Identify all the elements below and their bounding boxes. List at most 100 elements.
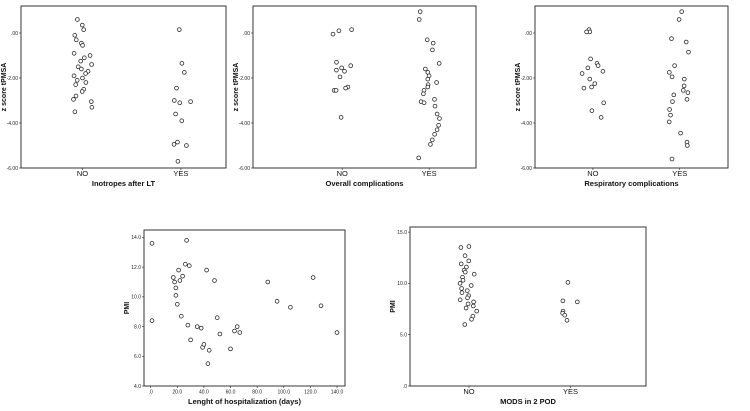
- data-point: [458, 261, 464, 267]
- data-point: [217, 331, 223, 337]
- data-point: [592, 81, 598, 86]
- y-tick-label: 5.0: [400, 333, 407, 339]
- data-point: [595, 63, 601, 68]
- x-category-label: YES: [422, 169, 437, 178]
- chart-panel-5: 15.0 10.0 5.0 .0 PMI MODS in 2 POD NO YES: [390, 226, 647, 406]
- chart-panel-2: .00 -2.00 -4.00 -6.00 z score tPMSA Overall c…: [233, 5, 477, 188]
- data-point: [462, 322, 468, 327]
- data-point: [342, 69, 347, 74]
- data-point: [334, 67, 339, 73]
- data-point: [89, 105, 95, 110]
- data-point: [423, 66, 428, 72]
- data-point: [465, 301, 471, 307]
- data-point: [188, 99, 193, 104]
- y-tick-label: 12.0: [131, 265, 141, 271]
- data-point: [459, 286, 464, 291]
- data-point: [182, 70, 187, 75]
- data-point: [343, 85, 348, 91]
- data-point: [672, 63, 677, 68]
- data-point: [601, 100, 606, 106]
- y-tick-label: -4.00: [7, 121, 19, 127]
- y-axis-label: z score tPMSA: [1, 63, 8, 112]
- y-tick-label: -6.00: [239, 166, 251, 172]
- data-point: [188, 337, 193, 343]
- data-point: [669, 36, 674, 41]
- data-point: [681, 83, 687, 89]
- y-tick-label: -6.00: [7, 166, 19, 172]
- data-point: [75, 64, 81, 70]
- data-point: [685, 143, 690, 148]
- data-point: [466, 244, 472, 249]
- data-point: [667, 107, 672, 112]
- x-axis-label: MODS in 2 POD: [500, 397, 556, 406]
- data-point: [678, 130, 683, 136]
- data-point: [349, 27, 354, 32]
- data-point: [171, 275, 176, 280]
- data-point: [432, 97, 437, 102]
- data-point: [428, 142, 433, 147]
- data-point: [457, 297, 463, 303]
- data-point: [336, 28, 342, 34]
- data-point: [417, 9, 423, 14]
- data-point: [173, 111, 178, 117]
- data-point: [684, 97, 690, 102]
- data-point: [669, 156, 675, 162]
- data-point: [681, 88, 686, 93]
- data-point: [184, 238, 189, 243]
- x-category-label: YES: [672, 169, 687, 178]
- chart-panel-4: 14.0 12.0 10.0 8.0 6.0 4.0 PMI Lenght of hospit…: [124, 229, 346, 406]
- data-point: [71, 97, 76, 102]
- x-category-label: NO: [337, 169, 348, 178]
- data-point: [172, 279, 177, 285]
- data-point: [588, 56, 593, 62]
- data-point: [149, 318, 155, 323]
- data-point: [560, 298, 566, 304]
- x-category-label: YES: [173, 169, 188, 178]
- data-point: [183, 261, 188, 267]
- data-point: [72, 109, 78, 115]
- x-tick-label: 20.0: [172, 390, 182, 396]
- x-tick-label: 100.0: [278, 390, 291, 396]
- data-point: [80, 43, 85, 48]
- y-axis-label: z score tPMSA: [233, 63, 240, 112]
- y-tick-label: 10.0: [131, 295, 141, 301]
- data-point: [74, 37, 79, 43]
- data-point: [172, 98, 177, 103]
- x-tick-label: 40.0: [199, 390, 209, 396]
- data-point: [274, 299, 280, 304]
- data-point: [416, 155, 421, 161]
- data-point: [334, 330, 340, 335]
- x-axis-label: Inotropes after LT: [92, 179, 156, 188]
- data-point: [671, 92, 677, 98]
- data-point: [462, 253, 468, 258]
- data-point: [83, 71, 88, 76]
- data-point: [173, 293, 179, 298]
- data-point: [598, 115, 604, 120]
- data-point: [337, 74, 343, 80]
- data-point: [434, 80, 439, 85]
- x-tick-label: 80.0: [252, 390, 262, 396]
- data-point: [339, 65, 344, 71]
- data-point: [676, 17, 682, 22]
- y-tick-label: .00: [243, 31, 250, 37]
- data-point: [683, 39, 689, 45]
- data-point: [73, 82, 78, 87]
- plot-frame: [409, 226, 647, 387]
- data-point: [149, 241, 155, 246]
- data-point: [434, 111, 440, 117]
- data-point: [465, 288, 470, 293]
- data-point: [237, 330, 243, 335]
- data-point: [75, 17, 80, 22]
- x-tick-label: 120.0: [304, 390, 317, 396]
- x-axis-label: Respiratory complications: [584, 179, 678, 188]
- plot-frame: [143, 229, 346, 387]
- data-point: [232, 328, 237, 334]
- x-category-label: YES: [563, 387, 578, 396]
- data-point: [589, 84, 594, 90]
- y-tick-label: -2.00: [239, 76, 251, 82]
- data-point: [87, 53, 93, 58]
- data-point: [204, 267, 209, 273]
- data-point: [194, 324, 200, 329]
- data-point: [432, 132, 437, 137]
- y-tick-label: 6.0: [134, 354, 141, 360]
